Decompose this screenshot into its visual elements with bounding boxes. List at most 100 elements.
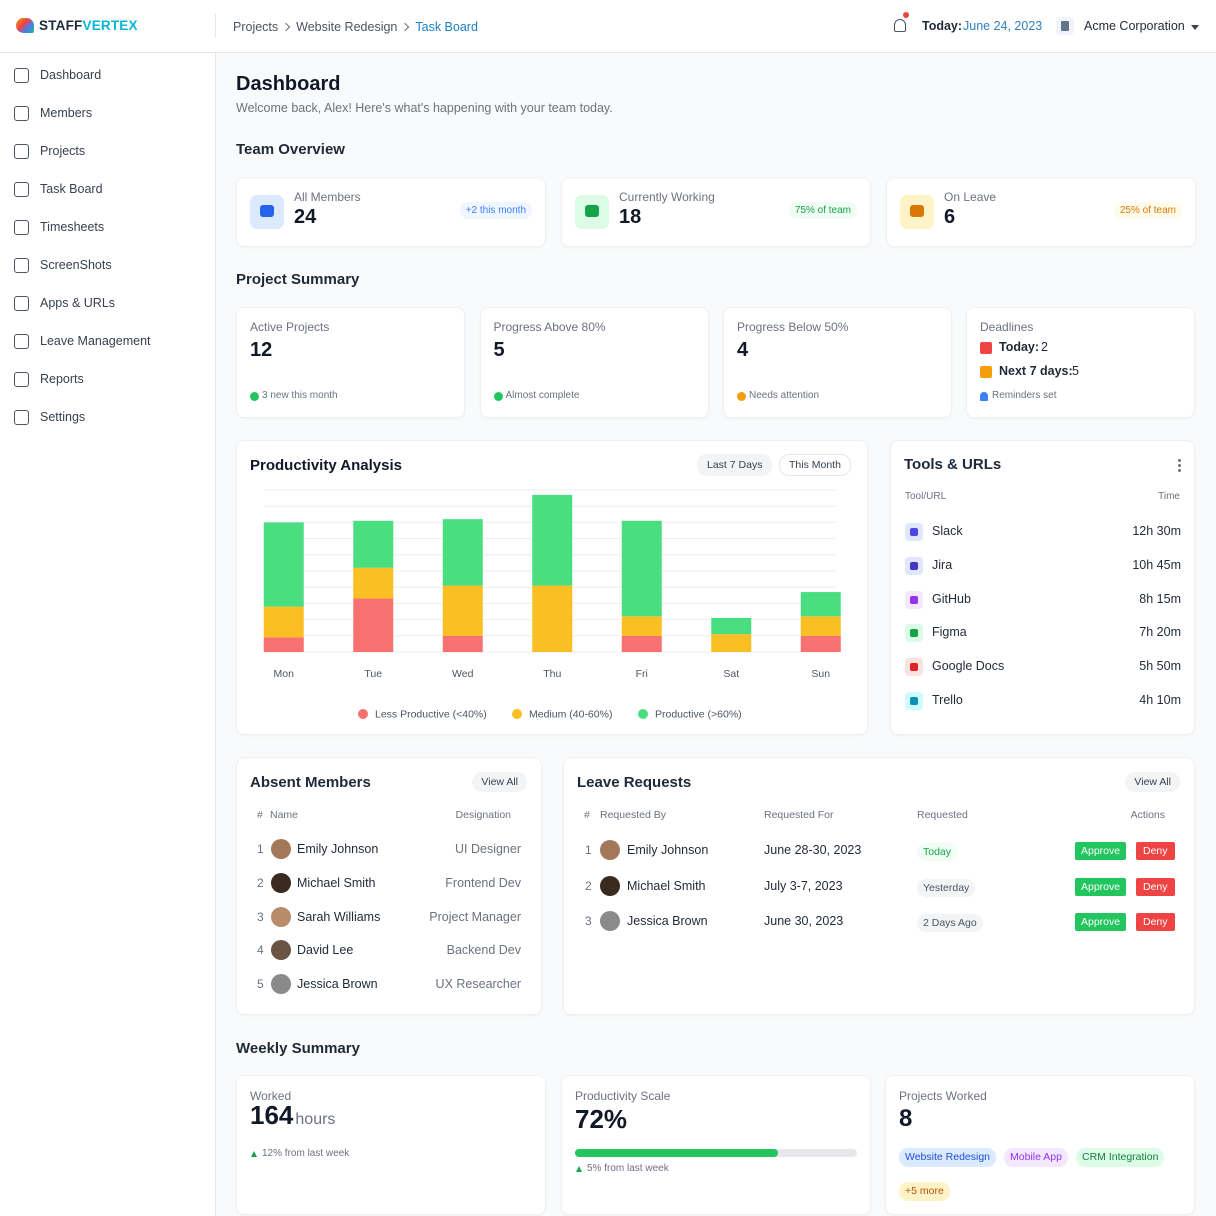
stat-badge: 75% of team	[788, 202, 857, 219]
approve-button[interactable]: Approve	[1075, 842, 1127, 860]
weekly-label: Projects Worked	[899, 1089, 987, 1103]
avatar	[600, 911, 620, 931]
header	[0, 0, 1216, 53]
summary-label: Deadlines	[980, 320, 1034, 334]
weekly-change: 12% from last week	[262, 1148, 350, 1159]
header-divider	[215, 14, 216, 38]
member-designation: Frontend Dev	[445, 875, 521, 890]
nav-item[interactable]: Timesheets	[40, 220, 105, 234]
sidebar	[0, 53, 216, 1216]
column-header: Actions	[1130, 809, 1165, 821]
project-tag: Mobile App	[1004, 1148, 1068, 1167]
tool-time: 4h 10m	[1139, 693, 1181, 707]
view-all-button[interactable]: View All	[1125, 772, 1180, 792]
project-tag: Website Redesign	[899, 1148, 997, 1167]
requester-name: Michael Smith	[627, 878, 706, 893]
tool-name: Jira	[932, 557, 953, 572]
project-tag: +5 more	[899, 1182, 950, 1201]
member-name: Michael Smith	[297, 875, 376, 890]
nav-item[interactable]: Settings	[40, 410, 86, 424]
tool-time: 10h 45m	[1132, 557, 1181, 572]
kebab-dot	[1178, 469, 1181, 472]
stat-glyph	[585, 205, 599, 217]
column-header: Time	[1158, 491, 1180, 502]
bar-segment	[621, 635, 662, 652]
row-number: 4	[257, 943, 264, 958]
breadcrumb-item[interactable]: Task Board	[415, 20, 478, 34]
summary-value: 12	[250, 339, 273, 361]
summary-card	[479, 307, 709, 418]
deny-button[interactable]: Deny	[1136, 842, 1175, 860]
nav-item[interactable]: Reports	[40, 372, 84, 386]
x-tick-label: Mon	[274, 668, 295, 680]
view-all-button[interactable]: View All	[472, 772, 527, 792]
weekly-label: Worked	[250, 1089, 292, 1103]
stat-label: On Leave	[944, 190, 997, 204]
breadcrumb-chevron	[281, 22, 291, 32]
x-tick-label: Wed	[452, 668, 474, 680]
tool-name: Slack	[932, 524, 963, 538]
range-button[interactable]: This Month	[779, 454, 851, 476]
nav-item[interactable]: Members	[40, 106, 93, 120]
nav-icon	[14, 296, 29, 311]
approve-button[interactable]: Approve	[1075, 877, 1127, 896]
worked-unit: hours	[295, 1111, 336, 1128]
nav-icon	[14, 334, 29, 349]
weekly-change: 5% from last week	[587, 1163, 669, 1174]
breadcrumb-item[interactable]: Website Redesign	[296, 20, 398, 34]
summary-value: 5	[493, 339, 505, 361]
worked-value: 164 hours	[250, 1100, 450, 1132]
kebab-dot	[1178, 459, 1181, 462]
bar-segment	[800, 592, 841, 617]
member-name: Sarah Williams	[297, 909, 381, 924]
x-tick-label: Thu	[543, 668, 561, 680]
deadlines-card	[966, 307, 1195, 418]
breadcrumb: Projects Website Redesign Task Board	[233, 18, 633, 36]
nav-icon	[14, 410, 29, 425]
tool-time: 5h 50m	[1139, 659, 1181, 674]
column-header: #	[584, 809, 590, 821]
member-name: Jessica Brown	[297, 977, 378, 992]
member-designation: UI Designer	[455, 842, 521, 856]
legend-label: Medium (40-60%)	[529, 709, 612, 721]
bar-segment	[711, 634, 752, 652]
nav-item[interactable]: Projects	[40, 144, 86, 158]
nav-item[interactable]: Task Board	[40, 182, 103, 196]
nav-item[interactable]: Dashboard	[40, 68, 102, 82]
bar-segment	[353, 598, 394, 652]
nav-item[interactable]: Leave Management	[40, 334, 151, 348]
member-designation: Backend Dev	[446, 943, 521, 958]
member-name: David Lee	[297, 943, 354, 958]
deny-button[interactable]: Deny	[1136, 913, 1175, 931]
nav-item[interactable]: ScreenShots	[40, 258, 112, 272]
requested-for: July 3-7, 2023	[764, 878, 843, 893]
avatar	[271, 974, 291, 995]
logo-text: VERTEX	[82, 18, 138, 33]
deny-button[interactable]: Deny	[1136, 877, 1175, 896]
breadcrumb-item[interactable]: Projects	[233, 20, 279, 34]
legend-swatch	[358, 709, 368, 719]
bar-segment	[263, 606, 304, 638]
notification-dot	[903, 12, 909, 18]
card-title: Tools & URLs	[904, 456, 1002, 473]
page-title: Dashboard	[236, 73, 341, 95]
legend-swatch	[638, 709, 648, 719]
company-name[interactable]: Acme Corporation	[1084, 19, 1185, 33]
row-number: 5	[257, 977, 264, 992]
card-title: Leave Requests	[577, 774, 692, 791]
nav-item[interactable]: Apps & URLs	[40, 296, 116, 310]
summary-note: Needs attention	[749, 390, 820, 401]
today-date: June 24, 2023	[963, 19, 1043, 33]
column-header: Designation	[455, 809, 511, 821]
member-designation: Project Manager	[429, 909, 521, 924]
section-title: Project Summary	[236, 271, 360, 288]
nav-icon	[14, 106, 29, 121]
bar-segment	[532, 585, 573, 652]
approve-button[interactable]: Approve	[1075, 913, 1127, 931]
page-subtitle: Welcome back, Alex! Here's what's happen…	[236, 101, 613, 115]
nav-icon	[14, 220, 29, 235]
chart-title: Productivity Analysis	[250, 457, 402, 474]
member-designation: UX Researcher	[435, 977, 521, 992]
range-button[interactable]: Last 7 Days	[697, 454, 773, 476]
